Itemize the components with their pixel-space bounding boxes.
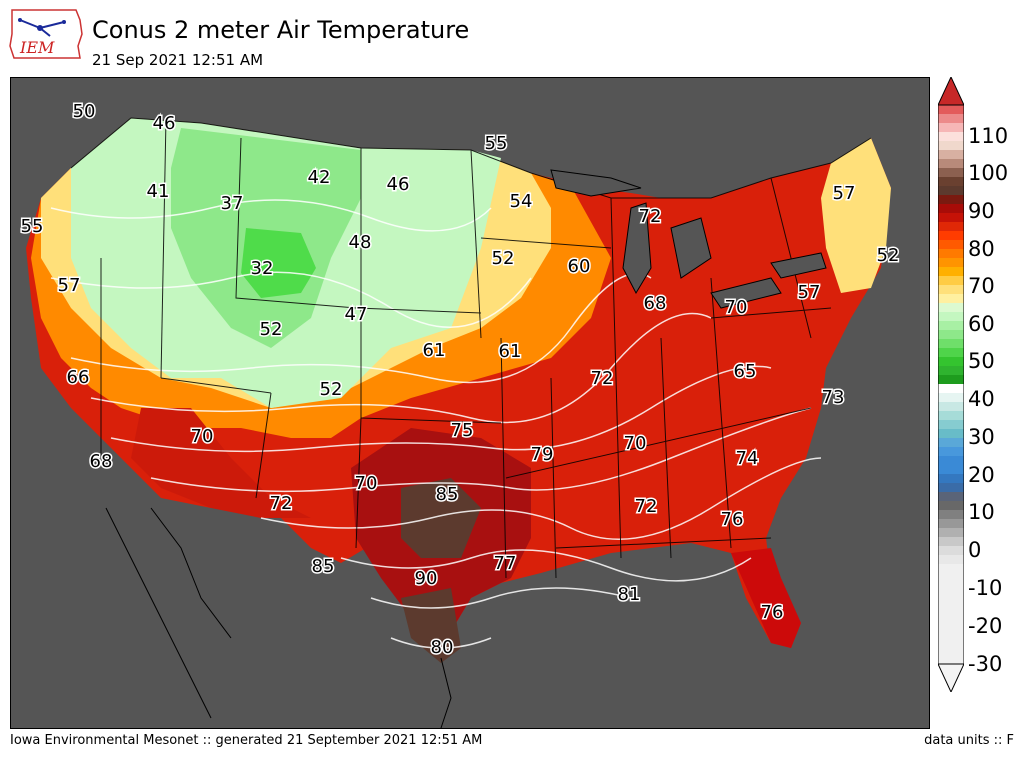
temperature-label: 70 xyxy=(624,433,647,454)
temperature-label: 70 xyxy=(191,426,214,447)
temperature-label: 46 xyxy=(153,113,176,134)
florida xyxy=(731,548,801,648)
colorbar-tick: 30 xyxy=(968,425,995,449)
southwest-red-region xyxy=(131,408,311,518)
colorbar-tick: -20 xyxy=(968,614,1003,638)
temperature-label: 52 xyxy=(492,248,515,269)
temperature-label: 57 xyxy=(58,275,81,296)
footer-units: data units :: F xyxy=(924,733,1014,748)
temperature-label: 57 xyxy=(833,183,856,204)
brown-hot-region xyxy=(401,478,481,558)
temperature-label: 90 xyxy=(415,568,438,589)
colorbar-tick: 90 xyxy=(968,199,995,223)
temperature-label: 47 xyxy=(345,304,368,325)
temperature-label: 52 xyxy=(877,245,900,266)
temperature-label: 85 xyxy=(312,556,335,577)
colorbar-tick: 10 xyxy=(968,500,995,524)
temperature-label: 68 xyxy=(90,451,113,472)
temperature-label: 50 xyxy=(73,101,96,122)
temperature-label: 52 xyxy=(320,379,343,400)
temperature-label: 32 xyxy=(251,258,274,279)
temperature-label: 41 xyxy=(147,181,170,202)
temperature-label: 66 xyxy=(67,367,90,388)
map-timestamp: 21 Sep 2021 12:51 AM xyxy=(92,51,264,69)
temperature-colorbar xyxy=(937,75,965,694)
temperature-label: 72 xyxy=(639,206,662,227)
temperature-label: 75 xyxy=(451,420,474,441)
temperature-label: 65 xyxy=(734,361,757,382)
temperature-label: 72 xyxy=(591,368,614,389)
colorbar-tick: 20 xyxy=(968,463,995,487)
temperature-label: 55 xyxy=(485,133,508,154)
temperature-label: 68 xyxy=(644,293,667,314)
mexico-coastline xyxy=(105,507,452,728)
temperature-label: 79 xyxy=(531,444,554,465)
colorbar-tick: 100 xyxy=(968,161,1009,185)
colorbar-tick: 0 xyxy=(968,538,982,562)
temperature-label: 61 xyxy=(423,340,446,361)
temperature-label: 81 xyxy=(618,584,641,605)
temperature-label: 37 xyxy=(221,193,244,214)
temperature-label: 73 xyxy=(822,387,845,408)
temperature-label: 70 xyxy=(725,297,748,318)
temperature-label: 72 xyxy=(635,496,658,517)
bright-green-region xyxy=(241,228,316,298)
northeast-cool xyxy=(821,138,891,293)
colorbar-tick: 70 xyxy=(968,274,995,298)
colorbar-tick: -30 xyxy=(968,652,1003,676)
great-lakes xyxy=(550,169,827,309)
temperature-labels: 50 46 55 42 46 41 37 54 72 57 55 48 52 32 52 60 57 57 68 70… xyxy=(19,100,901,660)
temperature-label: 46 xyxy=(387,174,410,195)
temperature-label: 72 xyxy=(270,493,293,514)
colorbar-tick: 50 xyxy=(968,349,995,373)
colorbar-tick: -10 xyxy=(968,576,1003,600)
colorbar-tick: 110 xyxy=(968,124,1009,148)
temperature-label: 52 xyxy=(260,319,283,340)
temperature-label: 54 xyxy=(510,191,533,212)
temperature-label: 77 xyxy=(494,553,517,574)
state-borders xyxy=(70,117,872,579)
iem-logo: IEM xyxy=(6,6,86,66)
colorbar-tick: 80 xyxy=(968,237,995,261)
temperature-label: 80 xyxy=(431,637,454,658)
temperature-label: 76 xyxy=(761,602,784,623)
temperature-map[interactable]: 50 46 55 42 46 41 37 54 72 57 55 48 52 32 52 60 57 57 68 70… xyxy=(10,77,930,729)
temperature-label: 48 xyxy=(349,232,372,253)
temperature-label: 42 xyxy=(308,167,331,188)
temperature-label: 61 xyxy=(499,341,522,362)
colorbar-tick: 40 xyxy=(968,387,995,411)
temperature-label: 85 xyxy=(436,484,459,505)
map-title: Conus 2 meter Air Temperature xyxy=(92,16,470,44)
temperature-label: 70 xyxy=(355,473,378,494)
temperature-label: 57 xyxy=(798,282,821,303)
temperature-label: 76 xyxy=(721,509,744,530)
logo-text: IEM xyxy=(19,38,55,57)
colorbar-tick: 60 xyxy=(968,312,995,336)
footer-credit: Iowa Environmental Mesonet :: generated … xyxy=(10,733,483,748)
temperature-label: 74 xyxy=(736,448,759,469)
temperature-label: 55 xyxy=(21,216,44,237)
temperature-label: 60 xyxy=(568,256,591,277)
